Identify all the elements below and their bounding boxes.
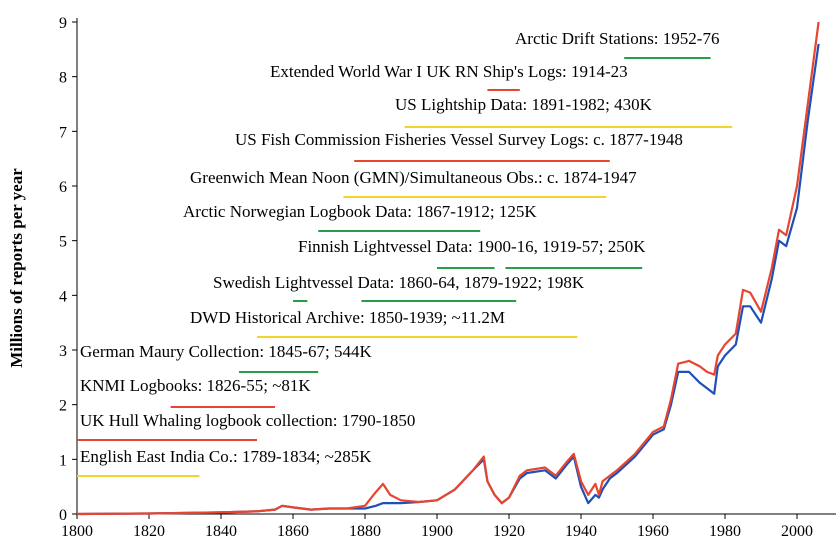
y-tick-label: 4 bbox=[59, 288, 67, 305]
annotation-text: KNMI Logbooks: 1826-55; ~81K bbox=[80, 376, 311, 395]
x-tick-label: 1840 bbox=[205, 523, 237, 540]
x-tick-label: 2000 bbox=[781, 523, 813, 540]
series-line bbox=[76, 21, 820, 516]
y-tick-label: 9 bbox=[59, 15, 67, 32]
annotation-text: DWD Historical Archive: 1850-1939; ~11.2… bbox=[190, 308, 505, 327]
y-tick-label: 5 bbox=[59, 234, 67, 251]
series-line bbox=[76, 43, 820, 516]
annotation-text: Greenwich Mean Noon (GMN)/Simultaneous O… bbox=[190, 168, 637, 187]
x-tick-label: 1940 bbox=[565, 523, 597, 540]
x-tick-label: 1960 bbox=[637, 523, 669, 540]
x-tick-label: 1980 bbox=[709, 523, 741, 540]
annotation-text: US Fish Commission Fisheries Vessel Surv… bbox=[235, 130, 683, 149]
x-tick-label: 1900 bbox=[421, 523, 453, 540]
y-tick-label: 6 bbox=[59, 179, 67, 196]
annotation-text: Arctic Norwegian Logbook Data: 1867-1912… bbox=[183, 202, 537, 221]
x-tick-label: 1820 bbox=[133, 523, 165, 540]
annotation-lines bbox=[77, 57, 733, 477]
y-tick-label: 7 bbox=[59, 124, 67, 141]
annotation-text: Extended World War I UK RN Ship's Logs: … bbox=[270, 62, 628, 81]
x-tick-label: 1920 bbox=[493, 523, 525, 540]
annotation-text: German Maury Collection: 1845-67; 544K bbox=[80, 342, 373, 361]
y-axis-label: Millions of reports per year bbox=[7, 168, 26, 368]
y-tick-label: 0 bbox=[59, 507, 67, 524]
x-tick-label: 1800 bbox=[61, 523, 93, 540]
annotation-text: US Lightship Data: 1891-1982; 430K bbox=[395, 95, 653, 114]
y-tick-label: 2 bbox=[59, 398, 67, 415]
annotation-text: Arctic Drift Stations: 1952-76 bbox=[515, 29, 719, 48]
x-tick-label: 1880 bbox=[349, 523, 381, 540]
annotation-text: UK Hull Whaling logbook collection: 1790… bbox=[80, 411, 415, 430]
y-tick-label: 1 bbox=[59, 452, 67, 469]
x-tick-label: 1860 bbox=[277, 523, 309, 540]
annotation-text: English East India Co.: 1789-1834; ~285K bbox=[80, 447, 372, 466]
y-tick-label: 8 bbox=[59, 70, 67, 87]
annotation-text: Swedish Lightvessel Data: 1860-64, 1879-… bbox=[213, 273, 585, 292]
annotation-text: Finnish Lightvessel Data: 1900-16, 1919-… bbox=[298, 237, 646, 256]
y-tick-label: 3 bbox=[59, 343, 67, 360]
